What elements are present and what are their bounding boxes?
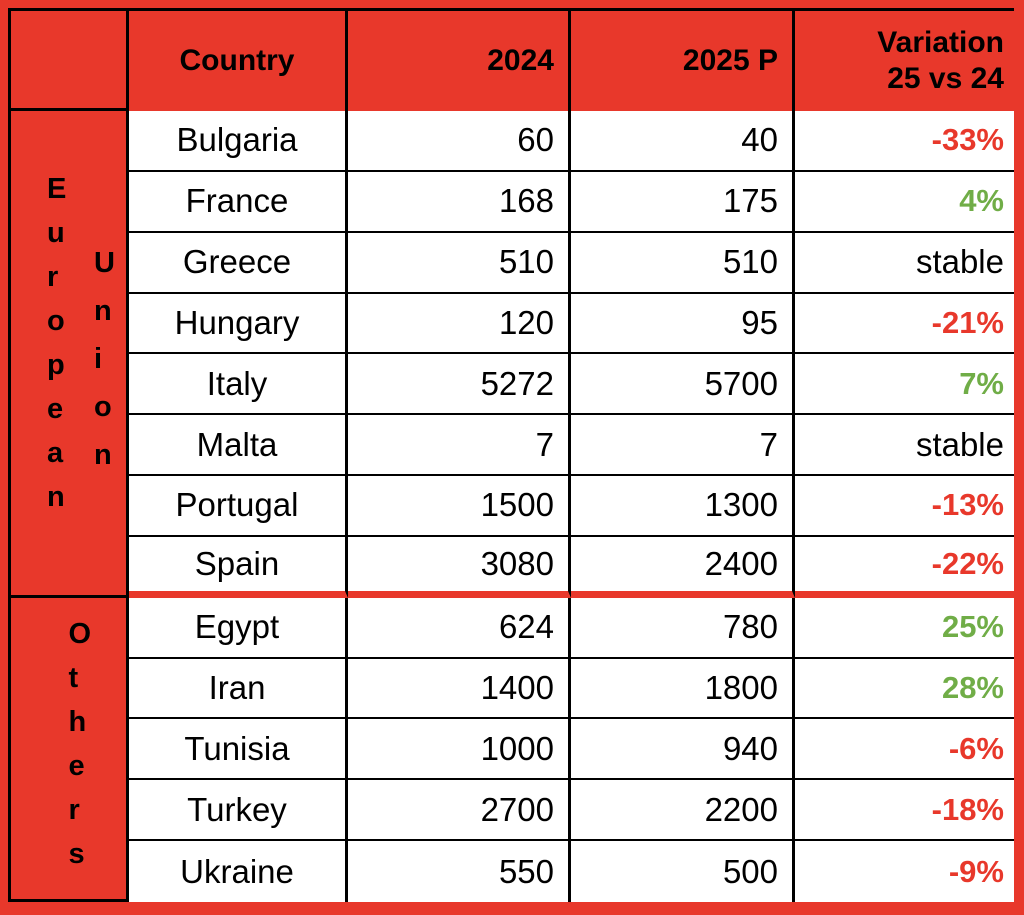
variation-cell: 7% — [795, 354, 1014, 416]
table-row-country: Malta — [129, 415, 348, 477]
value-2025-cell: 175 — [571, 171, 795, 233]
header-country-label: Country — [179, 44, 295, 77]
value-2025-cell: 2400 — [571, 536, 795, 598]
value-2024-cell: 168 — [348, 171, 571, 233]
variation-cell: 25% — [795, 597, 1014, 659]
variation-cell: -22% — [795, 536, 1014, 598]
value-2024-cell: 1500 — [348, 476, 571, 537]
group-label-others: Others — [68, 617, 92, 870]
value-2025-cell: 2200 — [571, 780, 795, 842]
value-2025-cell: 780 — [571, 597, 795, 659]
header-2025: 2025 P — [571, 11, 795, 111]
table-row-country: Egypt — [129, 597, 348, 659]
value-2024-cell: 1400 — [348, 658, 571, 720]
variation-cell: -33% — [795, 111, 1014, 172]
value-2025-cell: 95 — [571, 293, 795, 355]
group-label-european: European — [47, 173, 67, 513]
variation-cell: -18% — [795, 780, 1014, 842]
value-2024-cell: 5272 — [348, 354, 571, 416]
table-row-country: France — [129, 171, 348, 233]
group-label-union: Union — [94, 247, 115, 471]
variation-cell: 28% — [795, 658, 1014, 720]
header-variation-label: Variation 25 vs 24 — [877, 25, 1004, 97]
variation-cell: 4% — [795, 171, 1014, 233]
table-row-country: Italy — [129, 354, 348, 416]
table-row-country: Turkey — [129, 780, 348, 842]
header-2025-label: 2025 P — [682, 44, 778, 77]
variation-cell: -13% — [795, 476, 1014, 537]
country-comparison-table: Country 2024 2025 P Variation 25 vs 24 E… — [8, 8, 1014, 902]
value-2024-cell: 3080 — [348, 536, 571, 598]
header-variation-line1: Variation — [877, 26, 1004, 59]
table-row-country: Spain — [129, 536, 348, 598]
table-row-country: Iran — [129, 658, 348, 720]
variation-cell: -6% — [795, 719, 1014, 781]
header-2024: 2024 — [348, 11, 571, 111]
value-2024-cell: 1000 — [348, 719, 571, 781]
header-variation-line2: 25 vs 24 — [887, 62, 1004, 95]
value-2024-cell: 510 — [348, 232, 571, 294]
variation-cell: -9% — [795, 841, 1014, 902]
value-2025-cell: 510 — [571, 232, 795, 294]
group-european-union: European Union — [11, 111, 129, 598]
value-2025-cell: 500 — [571, 841, 795, 902]
table-row-country: Portugal — [129, 476, 348, 537]
variation-cell: stable — [795, 232, 1014, 294]
header-country: Country — [129, 11, 348, 111]
value-2024-cell: 120 — [348, 293, 571, 355]
group-others: Others — [11, 597, 129, 902]
header-variation: Variation 25 vs 24 — [795, 11, 1014, 111]
variation-cell: stable — [795, 415, 1014, 477]
table-row-country: Ukraine — [129, 841, 348, 902]
value-2024-cell: 60 — [348, 111, 571, 172]
value-2024-cell: 624 — [348, 597, 571, 659]
value-2024-cell: 2700 — [348, 780, 571, 842]
table-row-country: Bulgaria — [129, 111, 348, 172]
variation-cell: -21% — [795, 293, 1014, 355]
value-2025-cell: 40 — [571, 111, 795, 172]
value-2025-cell: 1300 — [571, 476, 795, 537]
value-2024-cell: 550 — [348, 841, 571, 902]
table-row-country: Hungary — [129, 293, 348, 355]
value-2025-cell: 7 — [571, 415, 795, 477]
table-row-country: Greece — [129, 232, 348, 294]
value-2025-cell: 940 — [571, 719, 795, 781]
value-2025-cell: 1800 — [571, 658, 795, 720]
value-2025-cell: 5700 — [571, 354, 795, 416]
header-2024-label: 2024 — [487, 44, 554, 77]
table-row-country: Tunisia — [129, 719, 348, 781]
header-group-cell — [11, 11, 129, 111]
value-2024-cell: 7 — [348, 415, 571, 477]
